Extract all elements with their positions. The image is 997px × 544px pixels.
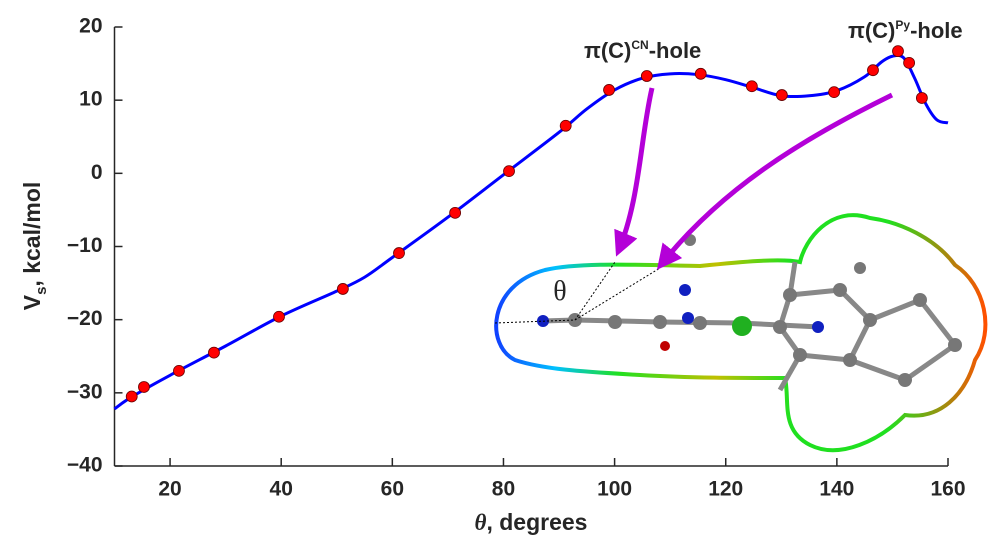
y-axis-label-sub: s — [33, 287, 50, 295]
y-tick-label: 10 — [79, 88, 102, 111]
x-tick-label: 160 — [930, 478, 965, 501]
data-point — [603, 84, 615, 96]
y-tick-label: −10 — [67, 234, 103, 257]
y-tick-label: −20 — [67, 307, 103, 330]
theta-label: θ — [553, 276, 566, 307]
annotation-text: -hole — [649, 38, 702, 63]
molecule-inset: θ — [494, 213, 988, 453]
annotation: π(C)CN-hole — [584, 38, 701, 63]
annotation-text: -hole — [910, 18, 963, 43]
x-tick-label: 40 — [270, 478, 293, 501]
y-axis-label-text: V — [19, 294, 45, 310]
y-tick-label: −30 — [67, 380, 103, 403]
y-tick-label: −40 — [67, 454, 103, 477]
data-point — [503, 165, 515, 178]
annotation-text: π(C) — [848, 18, 895, 43]
atoms — [568, 234, 962, 387]
surface-contour — [494, 213, 988, 453]
annotation-superscript: Py — [895, 18, 910, 32]
annotation: π(C)Py-hole — [848, 18, 963, 43]
data-point — [336, 283, 349, 295]
arrow — [656, 92, 894, 270]
x-tick-label: 80 — [492, 478, 515, 501]
y-axis-label: Vs, kcal/mol — [19, 182, 50, 311]
data-point — [775, 89, 788, 101]
x-axis-label-symbol: θ — [475, 510, 487, 535]
data-point — [125, 390, 138, 403]
theta-lines — [494, 261, 661, 324]
x-tick-label: 100 — [597, 478, 632, 501]
y-tick-label: 0 — [91, 161, 103, 184]
annotation-superscript: CN — [631, 38, 648, 52]
x-axis-label: θ, degrees — [475, 509, 588, 535]
data-point — [694, 67, 707, 80]
y-tick-label: 20 — [79, 15, 102, 38]
data-point — [208, 346, 220, 359]
data-point — [892, 45, 904, 58]
x-axis-label-text: , degrees — [486, 509, 587, 535]
data-point — [828, 86, 840, 99]
x-tick-label: 140 — [819, 478, 854, 501]
data-point — [393, 247, 405, 259]
data-point — [903, 56, 916, 69]
y-axis-label-text: , kcal/mol — [19, 182, 45, 287]
arrow — [614, 87, 655, 257]
x-tick-label: 60 — [381, 478, 404, 501]
x-tick-label: 120 — [708, 478, 743, 501]
data-point — [273, 310, 285, 323]
data-point — [559, 119, 572, 132]
data-point — [640, 70, 653, 82]
data-point — [867, 64, 879, 77]
x-tick-label: 20 — [158, 478, 181, 501]
data-point — [449, 206, 462, 219]
data-point — [745, 80, 758, 93]
annotation-text: π(C) — [584, 38, 631, 63]
data-point — [915, 92, 928, 104]
data-point — [173, 364, 185, 377]
arrows — [614, 87, 894, 270]
data-point — [138, 381, 150, 393]
